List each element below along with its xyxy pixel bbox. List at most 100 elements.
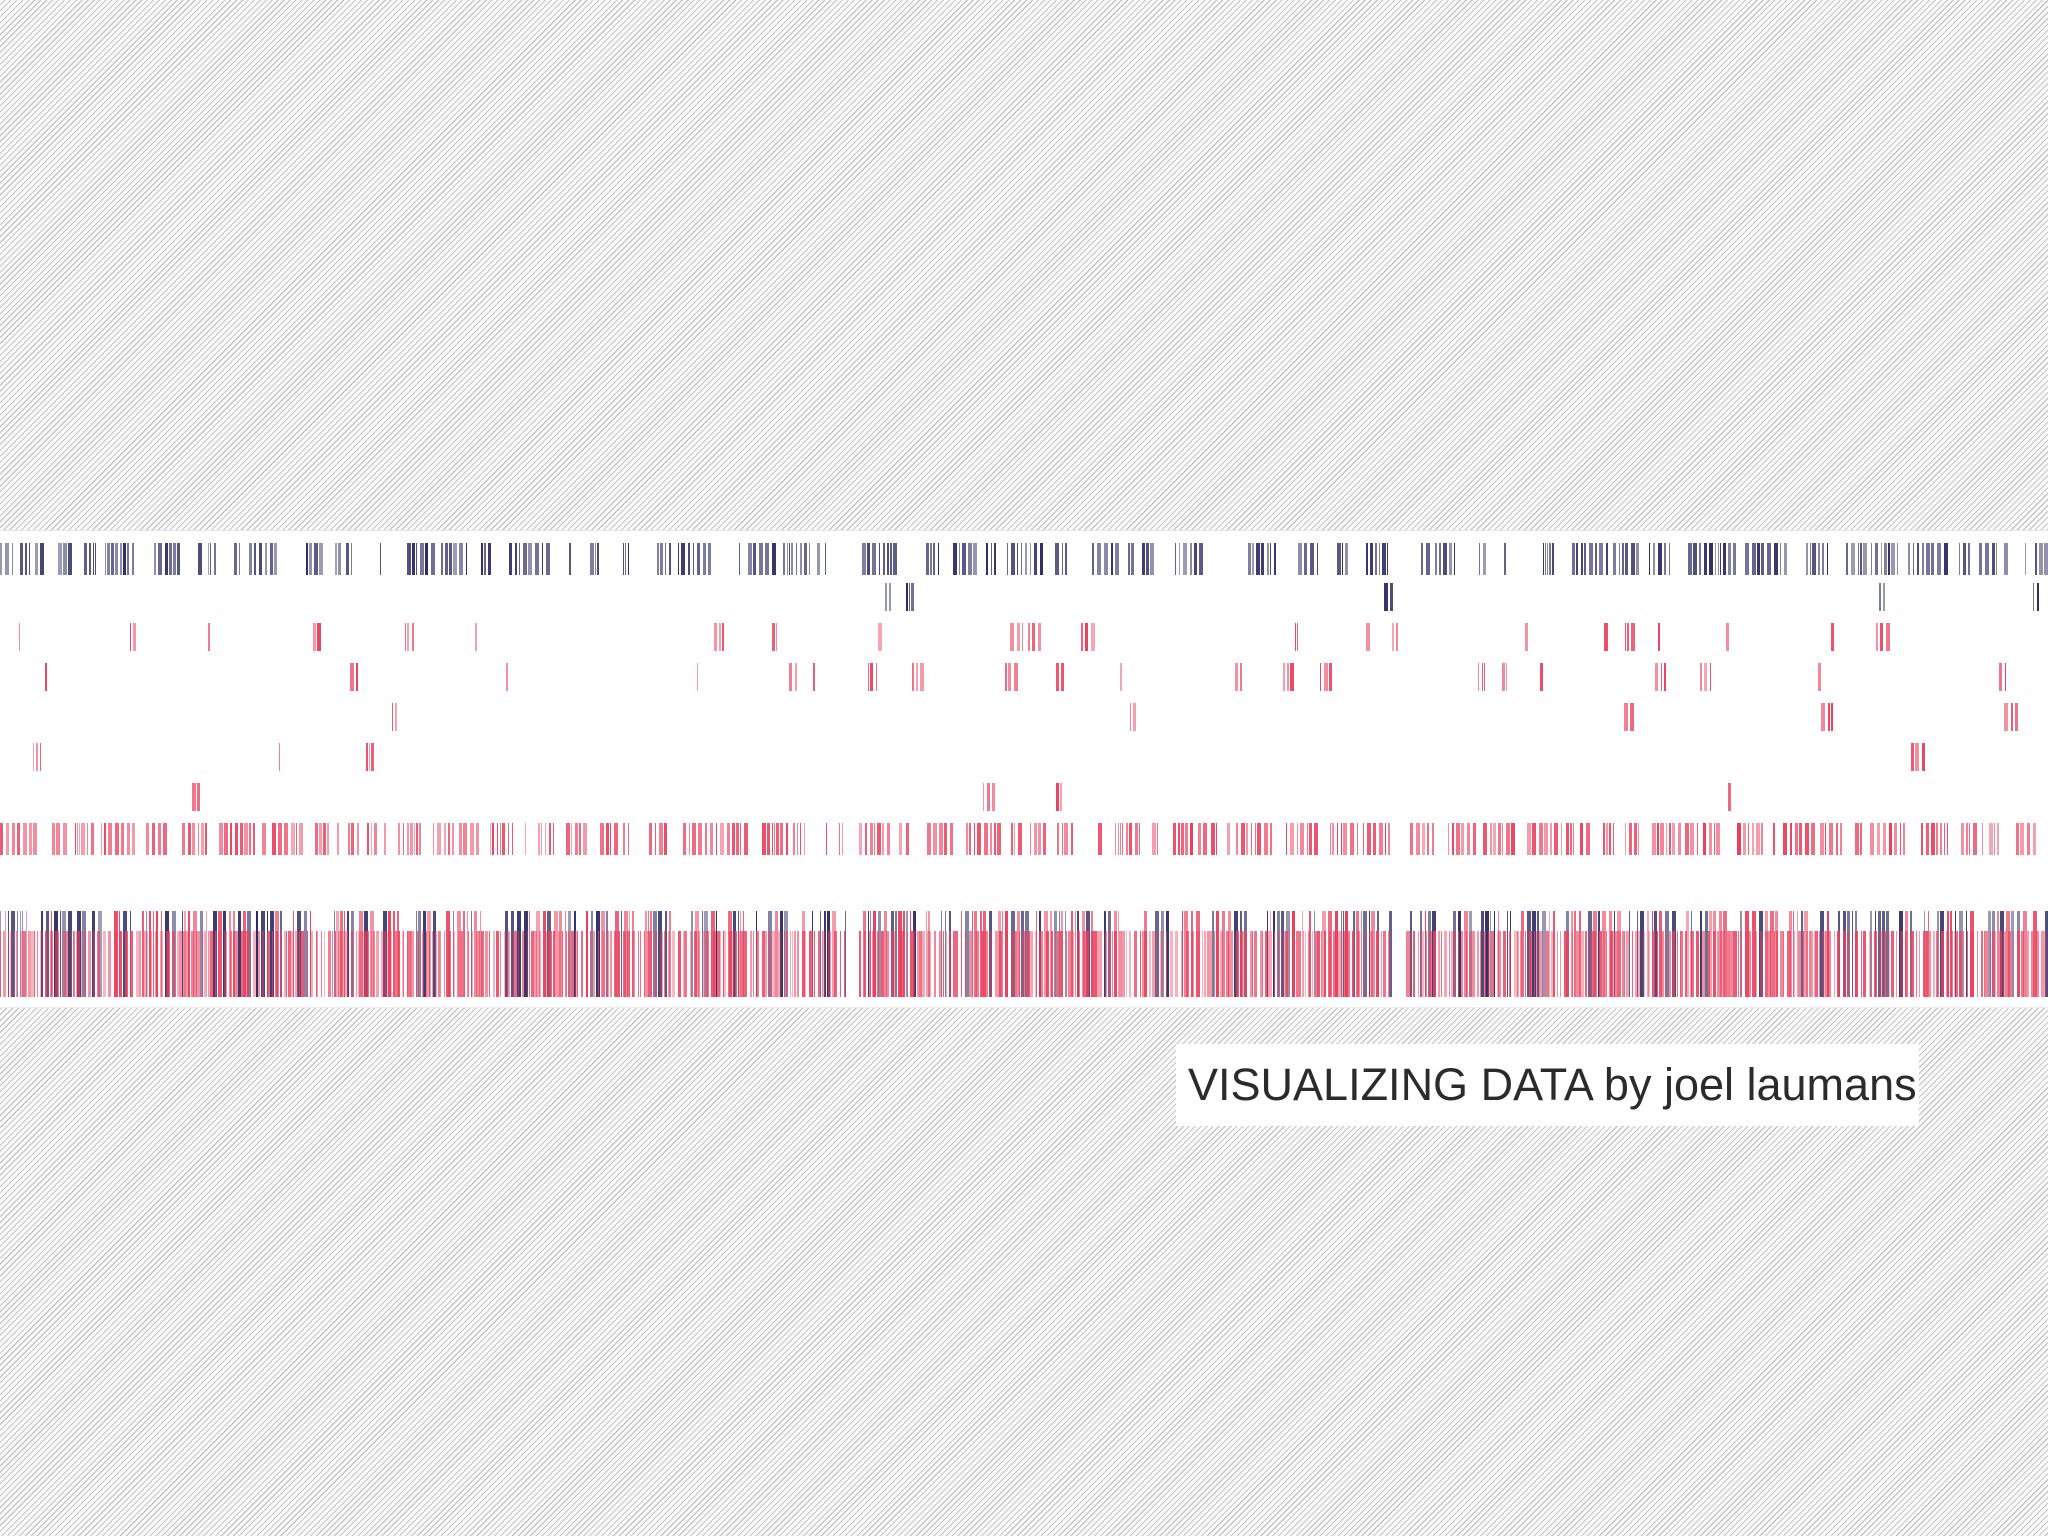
barcode-bar — [387, 931, 389, 997]
barcode-bar — [1609, 823, 1611, 855]
barcode-bar — [790, 931, 791, 997]
barcode-bar — [1036, 911, 1037, 997]
barcode-bar — [218, 931, 220, 997]
barcode-bar — [1770, 911, 1774, 997]
barcode-bar — [1863, 931, 1866, 997]
barcode-bar — [158, 543, 162, 575]
barcode-bar — [484, 543, 486, 575]
barcode-bar — [965, 931, 966, 997]
barcode-bar — [1726, 623, 1729, 651]
barcode-bar — [614, 931, 617, 997]
barcode-bar — [775, 911, 778, 997]
barcode-bar — [1341, 911, 1342, 997]
barcode-bar — [955, 931, 958, 997]
barcode-bar — [1819, 931, 1820, 997]
barcode-bar — [337, 823, 339, 855]
barcode-bar — [422, 931, 423, 997]
barcode-bar — [10, 931, 12, 997]
barcode-bar — [445, 543, 448, 575]
barcode-bar — [1152, 931, 1155, 997]
barcode-bar — [1926, 823, 1929, 855]
barcode-bar — [527, 931, 528, 997]
barcode-bar — [959, 543, 960, 575]
barcode-bar — [1337, 543, 1341, 575]
barcode-bar — [1490, 911, 1491, 997]
barcode-bar — [459, 823, 462, 855]
barcode-bar — [1114, 931, 1117, 997]
barcode-bar — [2012, 931, 2014, 997]
barcode-bar — [20, 931, 23, 997]
barcode-bar — [1648, 931, 1650, 997]
barcode-bar — [1479, 543, 1480, 575]
barcode-bar — [1220, 931, 1223, 997]
barcode-bar — [1014, 823, 1015, 855]
barcode-bar — [410, 823, 413, 855]
barcode-bar — [778, 931, 781, 997]
barcode-bar — [2023, 911, 2027, 997]
barcode-bar — [480, 911, 481, 997]
barcode-bar — [542, 543, 543, 575]
barcode-bar — [259, 543, 262, 575]
barcode-bar — [1182, 911, 1183, 997]
barcode-bar — [776, 823, 779, 855]
barcode-bar — [1104, 543, 1108, 575]
barcode-bar — [1490, 823, 1492, 855]
barcode-bar — [319, 543, 323, 575]
barcode-bar — [628, 543, 629, 575]
barcode-bar — [1882, 911, 1885, 997]
barcode-bar — [500, 823, 501, 855]
barcode-bar — [1810, 543, 1811, 575]
barcode-bar — [1963, 543, 1966, 575]
barcode-bar — [1443, 543, 1447, 575]
barcode-bar — [1724, 931, 1725, 997]
barcode-bar — [1363, 931, 1364, 997]
barcode-bar — [416, 543, 417, 575]
barcode-bar — [950, 823, 953, 855]
page-title: VISUALIZING DATA by joel laumans — [1188, 1059, 1917, 1110]
barcode-bar — [1375, 543, 1377, 575]
barcode-bar — [1581, 543, 1583, 575]
barcode-bar — [683, 931, 684, 997]
barcode-bar — [0, 931, 1, 997]
barcode-bar — [987, 783, 990, 811]
barcode-bar — [452, 823, 454, 855]
barcode-bar — [885, 583, 887, 611]
barcode-bar — [192, 783, 196, 811]
barcode-bar — [1669, 823, 1671, 855]
barcode-bar — [513, 931, 514, 997]
barcode-bar — [1879, 583, 1881, 611]
barcode-bar — [60, 911, 61, 997]
barcode-bar — [834, 931, 837, 997]
barcode-bar — [645, 911, 647, 997]
barcode-bar — [525, 823, 526, 855]
barcode-bar — [664, 823, 667, 855]
barcode-bar — [1363, 823, 1364, 855]
barcode-bar — [411, 931, 412, 997]
barcode-bar — [1228, 911, 1231, 997]
barcode-bar — [796, 543, 797, 575]
barcode-bar — [909, 583, 910, 611]
barcode-bar — [127, 823, 130, 855]
barcode-bar — [1660, 823, 1664, 855]
barcode-bar — [1831, 703, 1833, 731]
barcode-bar — [0, 823, 3, 855]
barcode-bar — [1385, 823, 1386, 855]
barcode-bar — [139, 931, 141, 997]
barcode-bar — [1241, 823, 1245, 855]
barcode-bar — [1480, 931, 1481, 997]
barcode-bar — [1057, 823, 1059, 855]
barcode-bar — [1968, 543, 1970, 575]
barcode-bar — [697, 543, 700, 575]
barcode-bar — [539, 931, 540, 997]
barcode-bar — [435, 931, 437, 997]
barcode-bar — [152, 823, 155, 855]
barcode-bar — [92, 911, 95, 997]
barcode-bar — [198, 543, 202, 575]
barcode-bar — [1883, 823, 1886, 855]
barcode-bar — [1485, 911, 1489, 997]
barcode-bar — [1433, 931, 1436, 997]
barcode-bar — [1878, 911, 1881, 997]
barcode-bar — [870, 823, 873, 855]
barcode-bar — [233, 931, 235, 997]
barcode-bar — [307, 931, 308, 997]
